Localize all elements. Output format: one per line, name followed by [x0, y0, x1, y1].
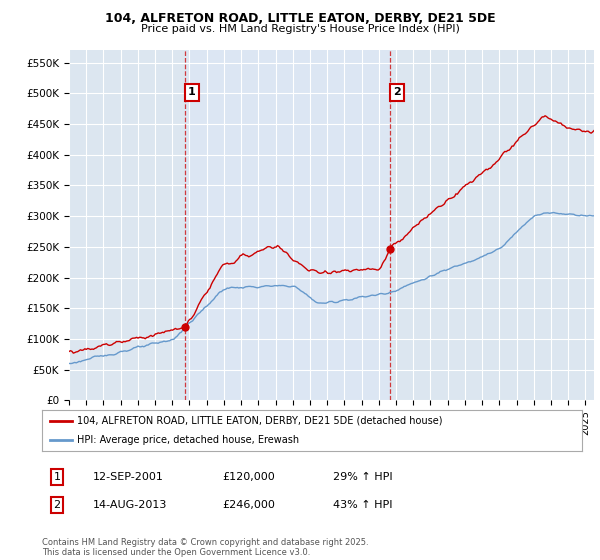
- Text: 14-AUG-2013: 14-AUG-2013: [93, 500, 167, 510]
- Text: £246,000: £246,000: [222, 500, 275, 510]
- Text: 29% ↑ HPI: 29% ↑ HPI: [333, 472, 392, 482]
- Text: 1: 1: [188, 87, 196, 97]
- Text: 104, ALFRETON ROAD, LITTLE EATON, DERBY, DE21 5DE (detached house): 104, ALFRETON ROAD, LITTLE EATON, DERBY,…: [77, 416, 443, 426]
- Bar: [185, 50, 389, 400]
- Text: 1: 1: [53, 472, 61, 482]
- Text: 2: 2: [393, 87, 401, 97]
- Text: Contains HM Land Registry data © Crown copyright and database right 2025.
This d: Contains HM Land Registry data © Crown c…: [42, 538, 368, 557]
- Text: HPI: Average price, detached house, Erewash: HPI: Average price, detached house, Erew…: [77, 435, 299, 445]
- Text: 12-SEP-2001: 12-SEP-2001: [93, 472, 164, 482]
- Text: Price paid vs. HM Land Registry's House Price Index (HPI): Price paid vs. HM Land Registry's House …: [140, 24, 460, 34]
- Text: 2: 2: [53, 500, 61, 510]
- Text: 104, ALFRETON ROAD, LITTLE EATON, DERBY, DE21 5DE: 104, ALFRETON ROAD, LITTLE EATON, DERBY,…: [104, 12, 496, 25]
- Text: £120,000: £120,000: [222, 472, 275, 482]
- Text: 43% ↑ HPI: 43% ↑ HPI: [333, 500, 392, 510]
